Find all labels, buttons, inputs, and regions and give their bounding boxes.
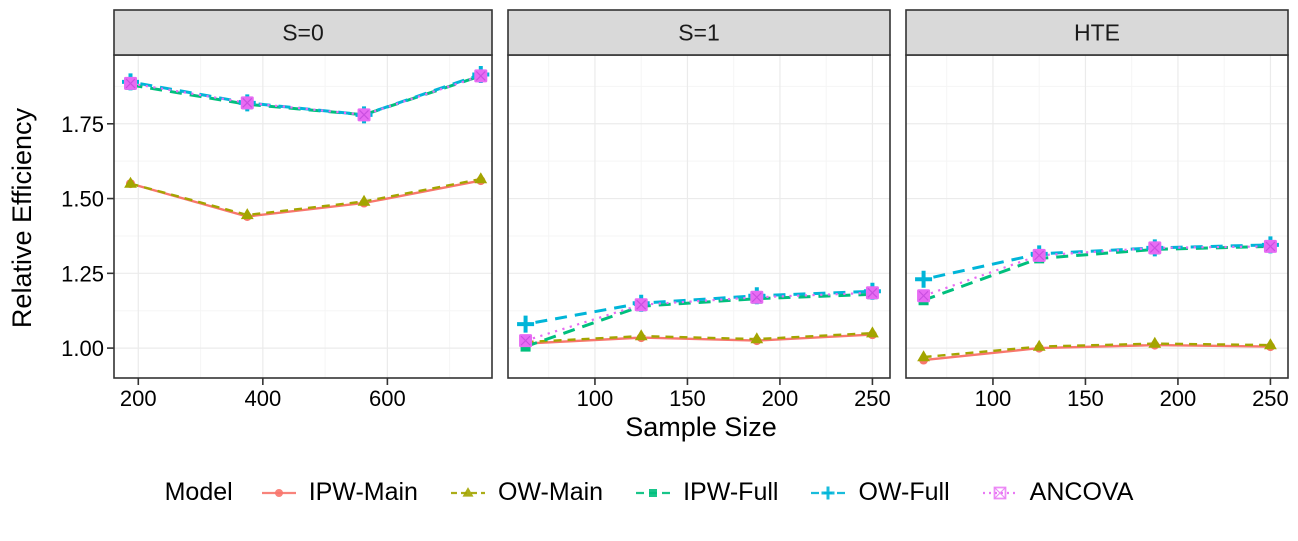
series-line-IPW-Main xyxy=(923,343,1271,362)
legend-item-ow-main: OW-Main xyxy=(448,478,603,507)
facet-panel-HTE: HTE 100 150 200 250 xyxy=(905,9,1289,411)
legend: Model IPW-Main OW-Main IPW-Full OW-Full ANCO… xyxy=(0,478,1298,507)
x-tick-label: 100 xyxy=(577,386,614,411)
series-line-OW-Full xyxy=(923,243,1271,281)
y-tick-label: 1.25 xyxy=(61,261,104,286)
legend-item-ancova: ANCOVA xyxy=(980,478,1134,507)
facet-panel-S=1: S=1 100 150 200 250 xyxy=(507,9,891,411)
series-line-OW-Main xyxy=(923,342,1271,359)
y-tick-label: 1.00 xyxy=(61,336,104,361)
legend-key-square-cross-icon xyxy=(982,486,1017,499)
x-tick-label: 200 xyxy=(762,386,799,411)
facet-title: HTE xyxy=(1074,20,1120,46)
x-tick-label: 150 xyxy=(1067,386,1104,411)
x-axis-title: Sample Size xyxy=(625,412,777,442)
x-tick-label: 200 xyxy=(1160,386,1197,411)
legend-item-ow-full: OW-Full xyxy=(808,478,950,507)
legend-key-square-icon xyxy=(636,488,671,497)
legend-item-ipw-main: IPW-Main xyxy=(259,478,418,507)
facet-panel-S=0: S=0 200 400 600 1.00 1.25 1.50 1.75 xyxy=(61,9,493,411)
series-markers-ANCOVA xyxy=(519,286,879,348)
legend-label: OW-Main xyxy=(497,478,604,506)
series-line-OW-Main xyxy=(525,331,873,344)
legend-label: IPW-Full xyxy=(683,478,779,506)
legend-key-circle-icon xyxy=(261,488,296,497)
series-line-OW-Full xyxy=(130,72,482,117)
series-markers-OW-Main xyxy=(124,172,488,220)
x-tick-label: 150 xyxy=(669,386,706,411)
facet-title: S=0 xyxy=(282,20,324,46)
x-tick-label: 400 xyxy=(244,386,281,411)
legend-label: ANCOVA xyxy=(1029,478,1134,506)
series-markers-OW-Main xyxy=(917,336,1277,362)
x-tick-label: 200 xyxy=(120,386,157,411)
legend-title: Model xyxy=(164,478,233,506)
x-tick-label: 600 xyxy=(369,386,406,411)
series-line-OW-Main xyxy=(130,177,482,217)
y-axis-title: Relative Efficiency xyxy=(7,107,37,329)
series-line-IPW-Full xyxy=(923,244,1271,302)
x-tick-label: 250 xyxy=(854,386,891,411)
x-tick-label: 100 xyxy=(975,386,1012,411)
legend-key-triangle-icon xyxy=(450,486,485,497)
legend-label: OW-Full xyxy=(858,478,950,506)
plot-area: S=0 200 400 600 1.00 1.25 1.50 1.75 S=1 100 150 200… xyxy=(61,9,1289,411)
facet-strip xyxy=(507,9,891,56)
legend-label: IPW-Main xyxy=(308,478,418,506)
series-markers-ANCOVA xyxy=(124,69,488,122)
facet-strip xyxy=(113,9,493,56)
series-line-OW-Full xyxy=(525,289,873,326)
facet-strip xyxy=(905,9,1289,56)
x-tick-label: 250 xyxy=(1252,386,1289,411)
legend-key-plus-icon xyxy=(811,486,846,499)
y-tick-label: 1.75 xyxy=(61,112,104,137)
series-markers-ANCOVA xyxy=(917,239,1277,303)
legend-item-ipw-full: IPW-Full xyxy=(633,478,778,507)
legend-items: IPW-Main OW-Main IPW-Full OW-Full ANCOVA xyxy=(259,478,1134,507)
series-line-IPW-Main xyxy=(525,333,873,345)
facet-title: S=1 xyxy=(678,20,720,46)
series-line-ANCOVA xyxy=(525,291,873,342)
y-tick-label: 1.50 xyxy=(61,187,104,212)
series-line-IPW-Full xyxy=(525,292,873,349)
